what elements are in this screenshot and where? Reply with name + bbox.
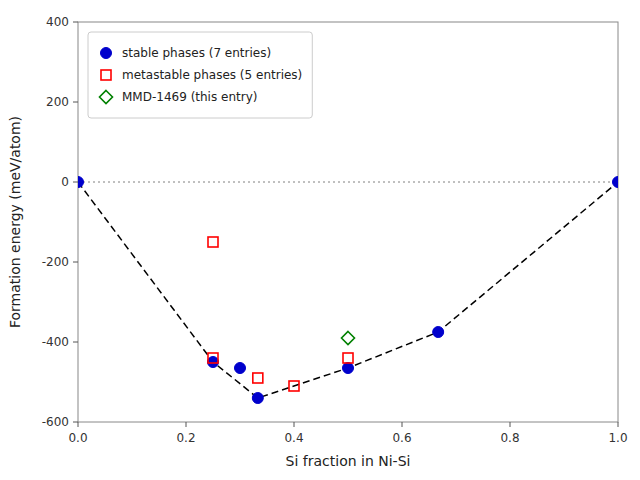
legend-box	[88, 32, 312, 118]
point	[433, 327, 444, 338]
point	[289, 381, 299, 391]
chart: 0.0 0.2 0.4 0.6 0.8 1.0 -600 -400 -200 0 200 400 Si …	[0, 0, 640, 480]
y-tick-label: 0	[61, 175, 69, 189]
point-series	[78, 177, 618, 404]
x-tick-label: 0.2	[176, 431, 195, 445]
point	[235, 363, 246, 374]
y-tick-label: -400	[42, 335, 69, 349]
x-tick	[186, 422, 187, 427]
point	[253, 373, 263, 383]
x-axis-label: Si fraction in Ni-Si	[286, 453, 411, 469]
y-tick	[73, 22, 78, 23]
point	[343, 363, 354, 374]
x-tick	[402, 422, 403, 427]
x-tick	[294, 422, 295, 427]
plot-data	[78, 177, 618, 404]
y-tick	[73, 342, 78, 343]
x-tick	[510, 422, 511, 427]
y-tick-label: -200	[42, 255, 69, 269]
x-tick-label: 0.6	[392, 431, 411, 445]
y-tick	[73, 182, 78, 183]
point	[342, 332, 355, 345]
y-tick	[73, 422, 78, 423]
point	[208, 237, 218, 247]
x-tick-label: 0.0	[68, 431, 87, 445]
axes: 0.0 0.2 0.4 0.6 0.8 1.0 -600 -400 -200 0 200 400	[42, 15, 628, 445]
y-tick-label: 200	[46, 95, 69, 109]
reference-line	[78, 182, 618, 183]
y-tick	[73, 262, 78, 263]
legend-symbol	[100, 91, 113, 104]
x-tick-label: 0.8	[500, 431, 519, 445]
legend-label: MMD-1469 (this entry)	[122, 90, 257, 104]
x-tick	[618, 422, 619, 427]
y-tick-label: -600	[42, 415, 69, 429]
legend-label: metastable phases (5 entries)	[122, 68, 302, 82]
x-tick-label: 0.4	[284, 431, 303, 445]
background	[0, 0, 640, 480]
point	[208, 353, 218, 363]
legend-symbol	[101, 70, 111, 80]
point-series	[208, 237, 353, 391]
legend-label: stable phases (7 entries)	[122, 46, 271, 60]
y-axis-label: Formation energy (meV/atom)	[7, 116, 23, 328]
point	[208, 357, 219, 368]
point	[343, 353, 353, 363]
x-tick-label: 1.0	[608, 431, 627, 445]
point	[252, 393, 263, 404]
y-tick-label: 400	[46, 15, 69, 29]
legend: stable phases (7 entries) metastable phas…	[88, 32, 312, 118]
point-series	[342, 332, 355, 345]
hull-line	[78, 182, 618, 398]
legend-symbol	[101, 48, 112, 59]
y-tick	[73, 102, 78, 103]
page: {"chart_data": { "type": "scatter", "xla…	[0, 0, 640, 480]
point	[613, 177, 619, 188]
x-tick	[78, 422, 79, 427]
point	[78, 177, 84, 188]
plot-frame	[78, 22, 618, 422]
